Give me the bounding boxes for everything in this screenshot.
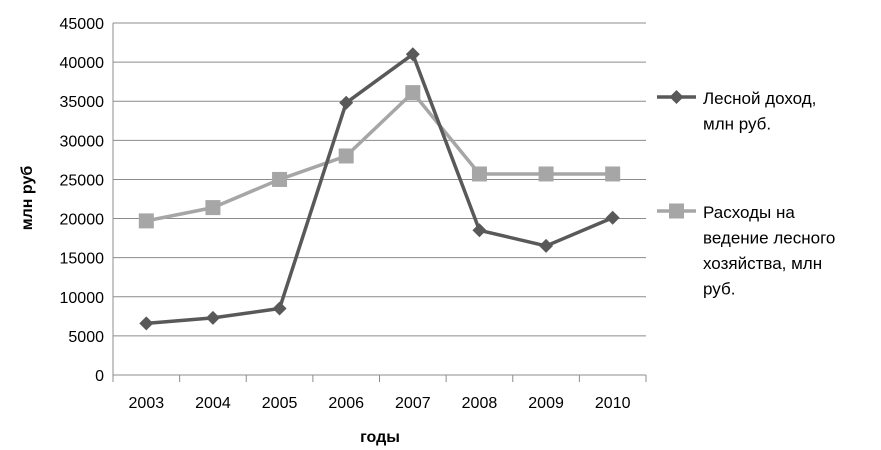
x-tick-label: 2008 [462, 395, 498, 412]
y-tick-label: 45000 [60, 16, 105, 33]
data-point [605, 166, 621, 182]
x-tick-label: 2004 [195, 395, 231, 412]
legend: Лесной доход, млн руб. Расходы на ведение л… [657, 89, 835, 299]
y-tick-label: 20000 [60, 212, 105, 229]
y-tick-label: 0 [95, 368, 104, 385]
x-tick-labels: 2003 2004 2005 2006 2007 2008 2009 2010 [129, 395, 631, 412]
x-axis-title: годы [360, 429, 400, 446]
y-tick-label: 25000 [60, 172, 105, 189]
data-point [471, 166, 487, 182]
legend-label-line: ведение лесного [703, 229, 835, 248]
data-point [605, 210, 620, 225]
y-tick-label: 35000 [60, 94, 105, 111]
legend-label-line: Лесной доход, [703, 89, 816, 108]
y-tick-label: 10000 [60, 290, 105, 307]
x-tick-label: 2005 [262, 395, 298, 412]
y-tick-label: 40000 [60, 55, 105, 72]
data-series [138, 47, 621, 331]
y-tick-label: 5000 [68, 329, 104, 346]
data-point [139, 316, 154, 331]
legend-item-1: Лесной доход, млн руб. [657, 89, 816, 134]
data-point [472, 223, 487, 238]
series-line [145, 90, 613, 223]
data-point [405, 47, 420, 62]
x-tick-label: 2010 [595, 395, 631, 412]
data-point [272, 301, 287, 316]
legend-item-2: Расходы на ведение лесного хозяйства, млн р… [657, 203, 835, 299]
y-axis-title: млн руб [19, 166, 36, 231]
legend-label-line: Расходы на [703, 203, 795, 222]
legend-label-line: млн руб. [703, 115, 771, 134]
data-point [339, 95, 354, 110]
data-point [338, 148, 354, 164]
x-tick-label: 2007 [395, 395, 431, 412]
y-tick-label: 15000 [60, 251, 105, 268]
y-tick-labels: 0 5000 10000 15000 20000 25000 30000 35000 40000… [60, 16, 105, 385]
x-tick-label: 2009 [528, 395, 564, 412]
gridlines [113, 22, 646, 337]
axes [112, 23, 647, 382]
data-point [405, 85, 421, 101]
series-line [146, 52, 614, 326]
data-point [538, 166, 554, 182]
x-tick-label: 2003 [129, 395, 165, 412]
legend-label: Расходы на ведение лесного хозяйства, млн р… [703, 203, 835, 299]
legend-label-line: хозяйства, млн [703, 254, 822, 273]
legend-swatch-marker [669, 90, 684, 104]
data-point [205, 310, 220, 325]
y-tick-label: 30000 [60, 133, 105, 150]
legend-swatch-marker [669, 203, 684, 219]
data-point [138, 213, 154, 229]
x-tick-label: 2006 [328, 395, 364, 412]
legend-label-line: руб. [703, 280, 735, 299]
data-point [272, 171, 288, 187]
series-2 [138, 85, 621, 229]
data-point [539, 238, 554, 253]
series-1 [139, 47, 620, 331]
data-point [205, 200, 221, 216]
legend-label: Лесной доход, млн руб. [703, 89, 816, 134]
